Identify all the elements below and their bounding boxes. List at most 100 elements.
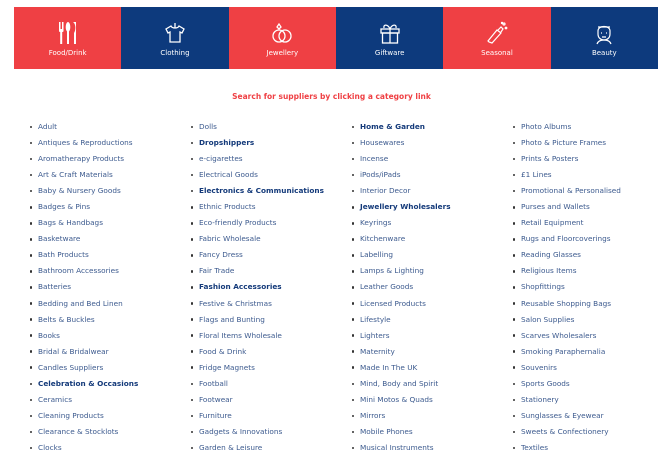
category-link[interactable]: Prints & Posters: [513, 151, 621, 167]
category-tile-giftware[interactable]: Giftware: [335, 7, 444, 69]
category-link[interactable]: Cleaning Products: [30, 408, 139, 424]
category-tile-jewellery[interactable]: Jewellery: [228, 7, 336, 69]
woman-face-icon: [592, 20, 616, 46]
category-link[interactable]: Fancy Dress: [191, 247, 324, 263]
category-link[interactable]: Garden & Leisure: [191, 440, 324, 456]
category-link[interactable]: Batteries: [30, 279, 139, 295]
category-column: Photo Albums Photo & Picture Frames Prints…: [513, 119, 621, 456]
category-link[interactable]: Floral Items Wholesale: [191, 328, 324, 344]
category-link[interactable]: Made In The UK: [352, 360, 451, 376]
category-link[interactable]: Textiles: [513, 440, 621, 456]
category-link[interactable]: Bridal & Bridalwear: [30, 344, 139, 360]
category-link[interactable]: £1 Lines: [513, 167, 621, 183]
category-link[interactable]: Dropshippers: [191, 135, 324, 151]
category-link[interactable]: Football: [191, 376, 324, 392]
category-link[interactable]: Mirrors: [352, 408, 451, 424]
category-tile-beauty[interactable]: Beauty: [550, 7, 658, 69]
category-link[interactable]: Sweets & Confectionery: [513, 424, 621, 440]
category-link[interactable]: Antiques & Reproductions: [30, 135, 139, 151]
category-tile-seasonal[interactable]: Seasonal: [443, 7, 551, 69]
category-link[interactable]: iPods/iPads: [352, 167, 451, 183]
category-link[interactable]: Lamps & Lighting: [352, 263, 451, 279]
category-link[interactable]: Stationery: [513, 392, 621, 408]
category-link[interactable]: Salon Supplies: [513, 312, 621, 328]
category-link[interactable]: Home & Garden: [352, 119, 451, 135]
gift-icon: [378, 20, 402, 46]
category-link[interactable]: Musical Instruments: [352, 440, 451, 456]
category-link[interactable]: Gadgets & Innovations: [191, 424, 324, 440]
category-link[interactable]: Leather Goods: [352, 279, 451, 295]
search-heading: Search for suppliers by clicking a categ…: [232, 92, 431, 101]
category-link[interactable]: Bags & Handbags: [30, 215, 139, 231]
cutlery-icon: [57, 20, 79, 46]
category-link[interactable]: Maternity: [352, 344, 451, 360]
category-link[interactable]: Sunglasses & Eyewear: [513, 408, 621, 424]
category-link[interactable]: Clearance & Stocklots: [30, 424, 139, 440]
category-link[interactable]: Candles Suppliers: [30, 360, 139, 376]
category-link[interactable]: Kitchenware: [352, 231, 451, 247]
category-link[interactable]: Shopfittings: [513, 279, 621, 295]
category-link[interactable]: Jewellery Wholesalers: [352, 199, 451, 215]
category-tile-clothing[interactable]: Clothing: [121, 7, 229, 69]
category-link[interactable]: Eco-friendly Products: [191, 215, 324, 231]
category-link[interactable]: Rugs and Floorcoverings: [513, 231, 621, 247]
category-link[interactable]: Electronics & Communications: [191, 183, 324, 199]
category-link[interactable]: Mini Motos & Quads: [352, 392, 451, 408]
category-link[interactable]: Fridge Magnets: [191, 360, 324, 376]
category-link[interactable]: Interior Decor: [352, 183, 451, 199]
category-link[interactable]: Art & Craft Materials: [30, 167, 139, 183]
category-link[interactable]: Clocks: [30, 440, 139, 456]
category-link[interactable]: Bathroom Accessories: [30, 263, 139, 279]
category-link[interactable]: Baby & Nursery Goods: [30, 183, 139, 199]
category-link[interactable]: Electrical Goods: [191, 167, 324, 183]
category-link[interactable]: Ceramics: [30, 392, 139, 408]
category-link[interactable]: e-cigarettes: [191, 151, 324, 167]
category-link[interactable]: Souvenirs: [513, 360, 621, 376]
category-link[interactable]: Religious Items: [513, 263, 621, 279]
category-link[interactable]: Mind, Body and Spirit: [352, 376, 451, 392]
category-tile-label: Clothing: [160, 48, 190, 57]
category-link[interactable]: Lighters: [352, 328, 451, 344]
category-link[interactable]: Housewares: [352, 135, 451, 151]
category-link[interactable]: Basketware: [30, 231, 139, 247]
category-link[interactable]: Scarves Wholesalers: [513, 328, 621, 344]
category-link[interactable]: Bedding and Bed Linen: [30, 296, 139, 312]
category-link[interactable]: Fair Trade: [191, 263, 324, 279]
category-tile-food-drink[interactable]: Food/Drink: [14, 7, 122, 69]
category-link[interactable]: Photo & Picture Frames: [513, 135, 621, 151]
category-link[interactable]: Furniture: [191, 408, 324, 424]
category-link[interactable]: Badges & Pins: [30, 199, 139, 215]
category-link[interactable]: Fashion Accessories: [191, 279, 324, 295]
category-link[interactable]: Photo Albums: [513, 119, 621, 135]
category-link[interactable]: Reusable Shopping Bags: [513, 296, 621, 312]
category-link[interactable]: Keyrings: [352, 215, 451, 231]
category-link[interactable]: Ethnic Products: [191, 199, 324, 215]
category-link[interactable]: Sports Goods: [513, 376, 621, 392]
category-link[interactable]: Lifestyle: [352, 312, 451, 328]
category-link[interactable]: Retail Equipment: [513, 215, 621, 231]
champagne-icon: [485, 20, 509, 46]
tshirt-icon: [163, 20, 187, 46]
category-tile-label: Giftware: [374, 48, 405, 57]
category-link[interactable]: Aromatherapy Products: [30, 151, 139, 167]
category-link[interactable]: Festive & Christmas: [191, 296, 324, 312]
category-column: Home & Garden Housewares Incense iPods/iPad…: [352, 119, 451, 456]
category-link[interactable]: Dolls: [191, 119, 324, 135]
category-link[interactable]: Mobile Phones: [352, 424, 451, 440]
category-link[interactable]: Incense: [352, 151, 451, 167]
category-link[interactable]: Celebration & Occasions: [30, 376, 138, 392]
category-link[interactable]: Labelling: [352, 247, 451, 263]
category-link[interactable]: Promotional & Personalised: [513, 183, 621, 199]
category-link[interactable]: Fabric Wholesale: [191, 231, 324, 247]
category-link[interactable]: Adult: [30, 119, 139, 135]
category-link[interactable]: Flags and Bunting: [191, 312, 324, 328]
category-link[interactable]: Bath Products: [30, 247, 139, 263]
category-link[interactable]: Licensed Products: [352, 296, 451, 312]
category-link[interactable]: Purses and Wallets: [513, 199, 621, 215]
category-link[interactable]: Food & Drink: [191, 344, 324, 360]
category-link[interactable]: Smoking Paraphernalia: [513, 344, 621, 360]
category-link[interactable]: Reading Glasses: [513, 247, 621, 263]
category-link[interactable]: Books: [30, 328, 139, 344]
category-link[interactable]: Belts & Buckles: [30, 312, 139, 328]
category-link[interactable]: Footwear: [191, 392, 324, 408]
